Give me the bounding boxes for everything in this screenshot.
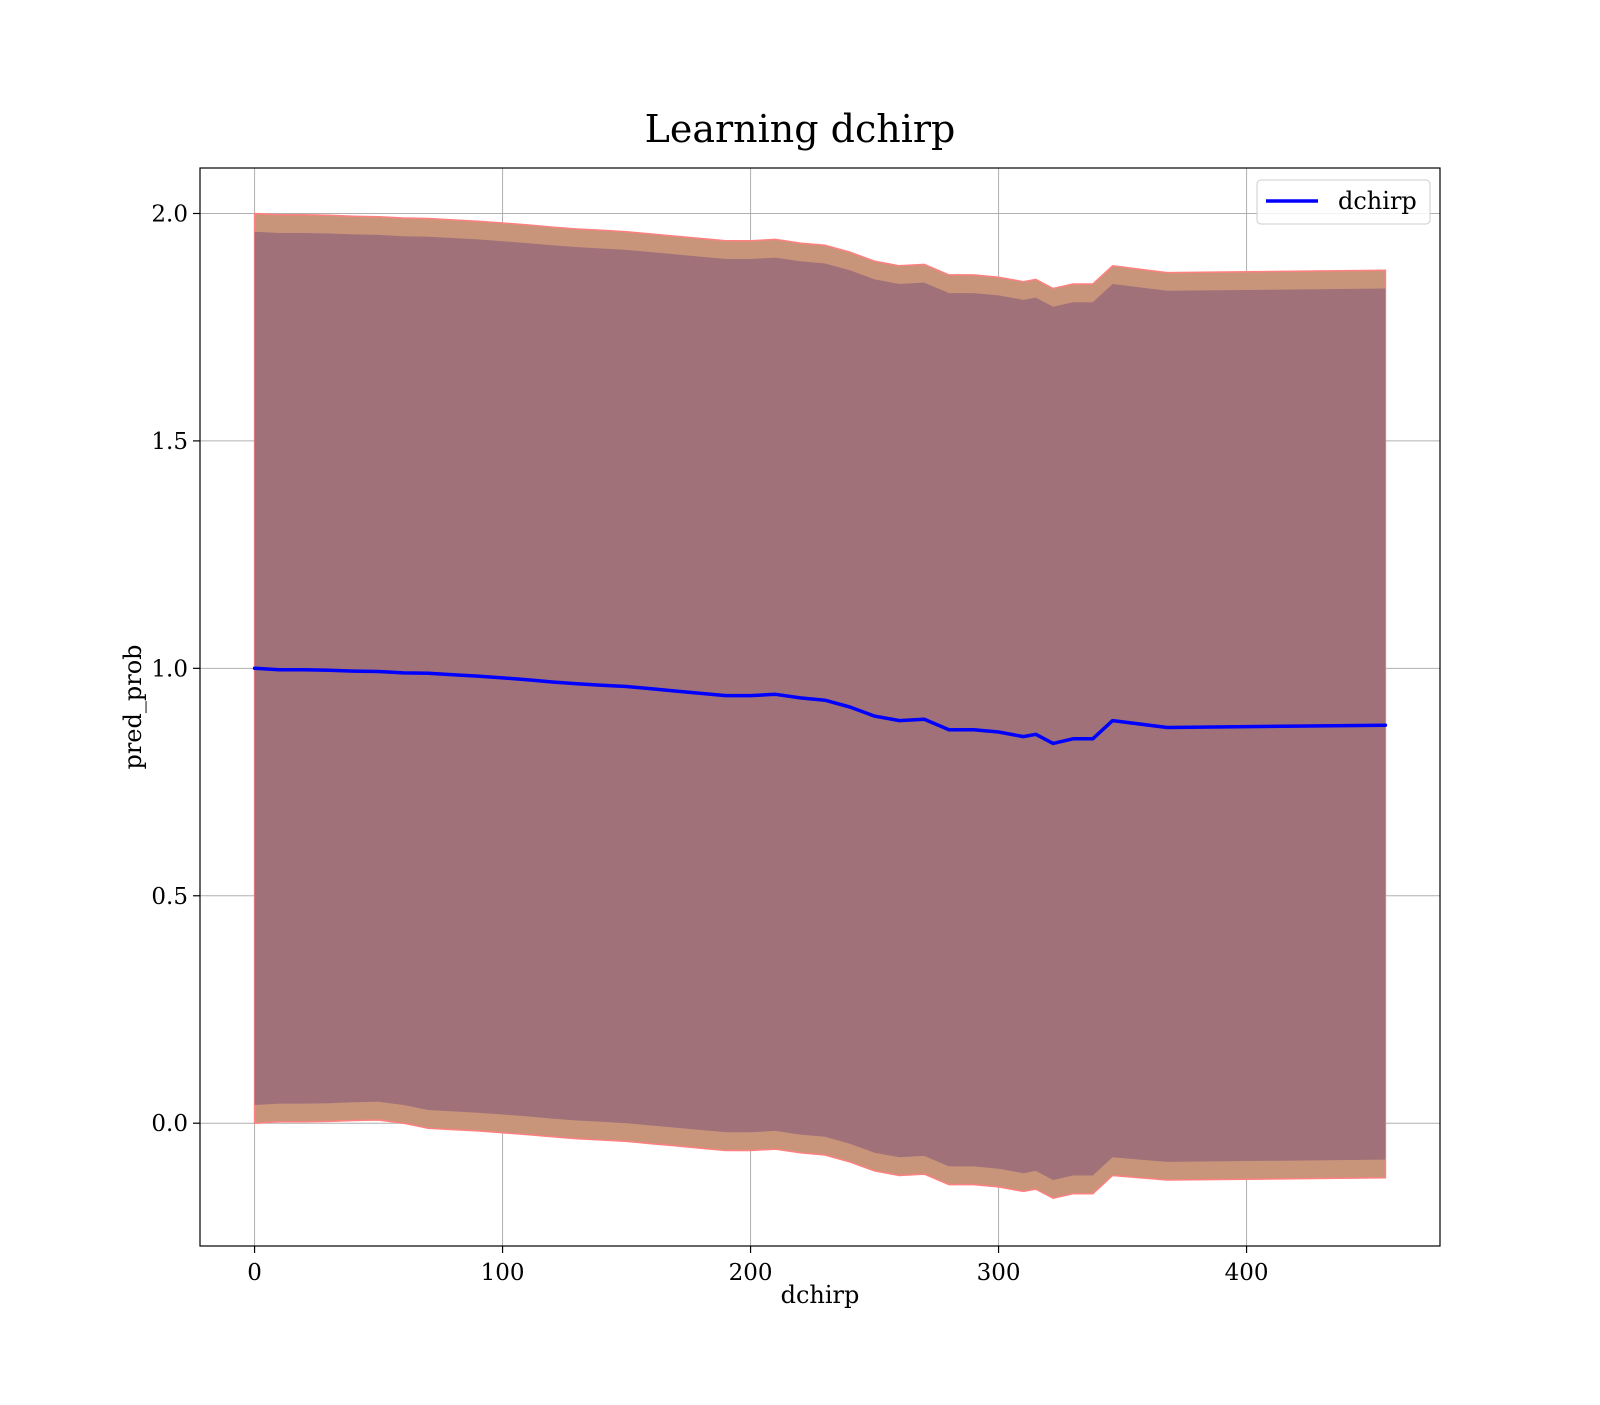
x-tick-label: 100 [481, 1260, 525, 1286]
y-tick-label: 0.0 [151, 1111, 188, 1137]
x-tick-label: 300 [977, 1260, 1021, 1286]
y-tick-label: 1.0 [151, 656, 188, 682]
y-axis-label: pred_prob [119, 644, 147, 769]
y-axis-ticks: 0.0 0.5 1.0 1.5 2.0 [151, 201, 200, 1137]
x-axis-label: dchirp [781, 1281, 860, 1309]
x-axis-ticks: 0 100 200 300 400 [247, 1246, 1269, 1286]
x-tick-label: 200 [729, 1260, 773, 1286]
x-tick-label: 400 [1225, 1260, 1269, 1286]
y-tick-label: 0.5 [151, 884, 188, 910]
x-tick-label: 0 [247, 1260, 262, 1286]
series-line-dchirp [252, 666, 1388, 746]
series-lines [252, 666, 1388, 746]
chart-title: Learning dchirp [645, 107, 956, 151]
legend: dchirp [1256, 179, 1431, 225]
uncertainty-bands [253, 212, 1387, 1199]
inner-confidence-band [254, 231, 1386, 1180]
y-tick-label: 1.5 [151, 429, 188, 455]
y-tick-label: 2.0 [151, 201, 188, 227]
legend-box [1256, 179, 1431, 225]
legend-label-dchirp: dchirp [1338, 187, 1417, 215]
plot-frame [199, 167, 1441, 1247]
